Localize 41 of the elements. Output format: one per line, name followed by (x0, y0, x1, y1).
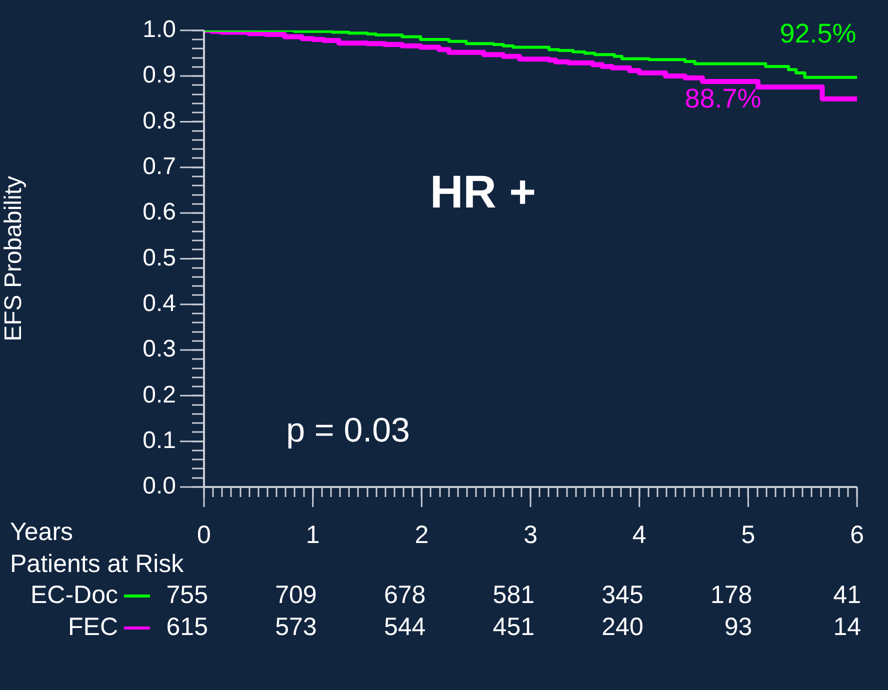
text: 93 (724, 612, 752, 641)
legend-label: FEC (68, 612, 118, 641)
annotation: 88.7% (684, 83, 762, 114)
y-tick-label: 0.8 (142, 107, 176, 134)
y-tick-label: 1.0 (142, 16, 176, 44)
y-tick-label: 0.3 (142, 336, 176, 363)
y-tick-label: 0.2 (142, 381, 176, 408)
y-tick-label: 0.7 (142, 153, 176, 180)
x-tick-label: 2 (414, 520, 429, 549)
x-tick-label: 4 (632, 520, 646, 549)
annotation: HR + (430, 166, 536, 218)
x-tick-label: 1 (306, 520, 320, 549)
annotation: 92.5% (780, 18, 856, 48)
y-tick-label: 0.0 (142, 472, 176, 500)
annotation: p = 0.03 (286, 411, 410, 450)
y-axis-title: EFS Probability (0, 176, 28, 342)
text: 755 (166, 580, 208, 609)
y-tick-label: 0.9 (142, 62, 176, 89)
text: 709 (275, 580, 317, 609)
text: 581 (492, 580, 535, 609)
y-tick-label: 0.6 (142, 198, 176, 226)
y-tick-label: 0.5 (142, 244, 176, 272)
x-tick-label: 5 (741, 520, 756, 549)
text: 615 (166, 612, 208, 641)
x-axis-title: Years (10, 518, 74, 546)
y-tick-label: 0.1 (142, 426, 176, 454)
text: 678 (384, 580, 426, 609)
text: Patients at Risk (10, 550, 184, 578)
text: 41 (833, 580, 862, 609)
text: 178 (710, 580, 752, 609)
text: 240 (602, 612, 644, 641)
x-tick-label: 0 (197, 520, 211, 549)
y-tick-label: 0.4 (142, 290, 176, 317)
text: 544 (384, 612, 426, 641)
text: 345 (602, 580, 644, 609)
text: 14 (833, 612, 862, 641)
text: 573 (275, 612, 317, 641)
x-tick-label: 6 (850, 520, 864, 549)
x-tick-label: 3 (524, 520, 538, 549)
text: 451 (492, 612, 535, 641)
legend-label: EC-Doc (30, 580, 118, 609)
